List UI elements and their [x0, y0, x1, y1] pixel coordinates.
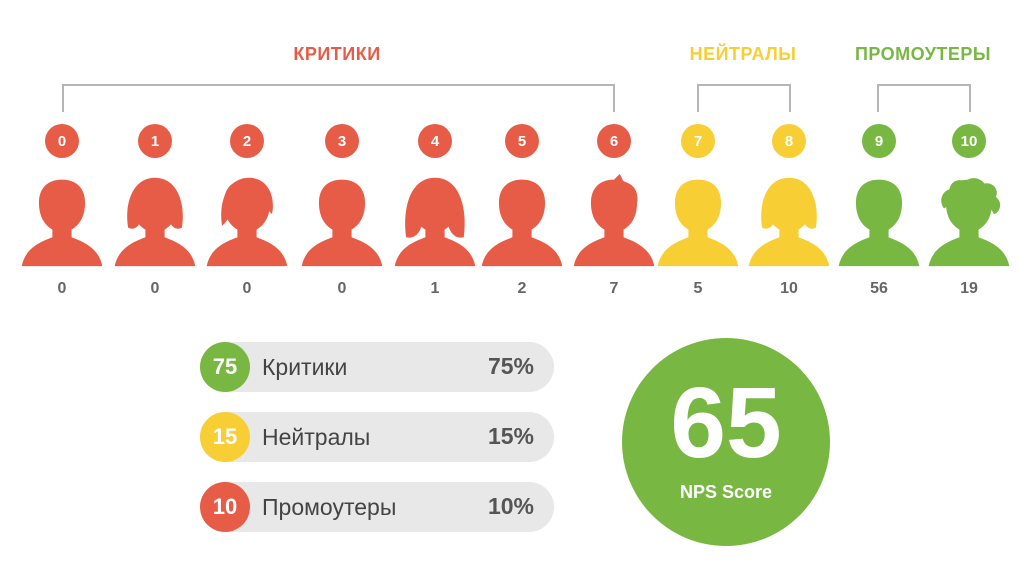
- summary-row-neutrals: 15 Нейтралы 15%: [200, 412, 554, 462]
- bracket-promoters: [877, 84, 971, 112]
- bracket-neutrals: [697, 84, 791, 112]
- score-badge-5: 5: [505, 124, 539, 158]
- group-label-promoters: ПРОМОУТЕРЫ: [854, 44, 992, 64]
- respondent-count-8: 10: [780, 280, 798, 297]
- respondent-count-7: 5: [693, 280, 703, 297]
- score-badge-2: 2: [230, 124, 264, 158]
- nps-score-circle: 65 NPS Score: [622, 338, 830, 546]
- score-badge-7: 7: [681, 124, 715, 158]
- score-badge-1: 1: [138, 124, 172, 158]
- group-label-neutrals: НЕЙТРАЛЫ: [689, 44, 797, 64]
- score-badge-8: 8: [772, 124, 806, 158]
- summary-count-badge: 10: [200, 482, 250, 532]
- respondent-count-2: 0: [242, 280, 252, 297]
- score-badge-4: 4: [418, 124, 452, 158]
- summary-percent: 75%: [487, 353, 534, 379]
- respondent-count-9: 56: [870, 280, 888, 297]
- person-silhouette-icon: [292, 172, 392, 268]
- score-badge-3: 3: [325, 124, 359, 158]
- nps-score-label: NPS Score: [679, 482, 773, 502]
- bracket-critics: [62, 84, 615, 112]
- score-badge-10: 10: [952, 124, 986, 158]
- summary-percent: 10%: [487, 493, 534, 519]
- person-silhouette-icon: [12, 172, 112, 268]
- summary-label: Промоутеры: [262, 494, 397, 520]
- respondent-count-4: 1: [430, 280, 440, 297]
- summary-count-badge: 75: [200, 342, 250, 392]
- respondent-count-10: 19: [960, 280, 978, 297]
- summary-row-promoters: 10 Промоутеры 10%: [200, 482, 554, 532]
- group-label-critics: КРИТИКИ: [293, 44, 381, 64]
- summary-percent: 15%: [487, 423, 534, 449]
- score-badge-0: 0: [45, 124, 79, 158]
- respondent-count-1: 0: [150, 280, 160, 297]
- person-silhouette-icon: [197, 172, 297, 268]
- respondent-count-5: 2: [517, 280, 527, 297]
- respondent-count-6: 7: [609, 280, 619, 297]
- score-badge-9: 9: [862, 124, 896, 158]
- nps-score-value: 65: [670, 367, 782, 479]
- person-silhouette-icon: [385, 172, 485, 268]
- score-badge-6: 6: [597, 124, 631, 158]
- person-silhouette-icon: [105, 172, 205, 268]
- summary-label: Нейтралы: [262, 424, 371, 450]
- summary-row-critics: 75 Критики 75%: [200, 342, 554, 392]
- respondent-count-3: 0: [337, 280, 347, 297]
- respondent-count-0: 0: [57, 280, 67, 297]
- person-silhouette-icon: [919, 172, 1019, 268]
- person-silhouette-icon: [648, 172, 748, 268]
- person-silhouette-icon: [739, 172, 839, 268]
- person-silhouette-icon: [829, 172, 929, 268]
- summary-count-badge: 15: [200, 412, 250, 462]
- person-silhouette-icon: [564, 172, 664, 268]
- person-silhouette-icon: [472, 172, 572, 268]
- summary-label: Критики: [262, 354, 348, 380]
